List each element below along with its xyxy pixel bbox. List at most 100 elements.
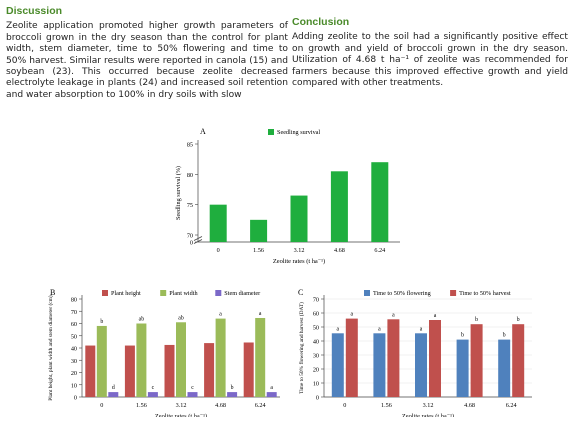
bar — [215, 318, 226, 397]
bar — [96, 325, 107, 397]
x-tick-label: 1.56 — [136, 402, 147, 409]
x-axis-label: Zeolite rates (t ha⁻¹) — [155, 413, 207, 417]
panel-label: C — [298, 288, 303, 297]
bar — [373, 333, 386, 397]
bar — [387, 319, 400, 397]
legend-swatch — [268, 129, 274, 135]
conclusion-heading: Conclusion — [292, 16, 350, 28]
data-label: ab — [178, 315, 184, 321]
data-label: b — [475, 317, 478, 323]
data-label: b — [517, 317, 520, 323]
panel-label: A — [200, 127, 206, 136]
y-tick-label: 20 — [71, 370, 77, 377]
data-label: b — [503, 333, 506, 339]
bar — [290, 195, 308, 242]
y-tick-label: 30 — [71, 358, 77, 365]
legend-label: Seedling survival — [277, 129, 320, 136]
x-tick-label: 4.68 — [334, 247, 345, 254]
bar — [345, 318, 358, 397]
x-axis-label: Zeolite rates (t ha⁻¹) — [402, 413, 454, 417]
bar — [250, 219, 268, 242]
y-tick-label: 10 — [71, 382, 77, 389]
chart-b-plant-growth: B010203040506070800bd1.56abc3.12abc4.68a… — [47, 288, 280, 417]
bar — [176, 322, 186, 397]
bar — [147, 392, 158, 397]
y-tick-label: 80 — [71, 297, 77, 304]
data-label: a — [270, 385, 273, 391]
conclusion-body: Adding zeolite to the soil had a signifi… — [292, 32, 568, 89]
y-tick-label: 40 — [71, 346, 77, 353]
x-tick-label: 1.56 — [253, 247, 264, 254]
conclusion-section: Conclusion Adding zeolite to the soil ha… — [292, 16, 568, 89]
bar — [429, 320, 441, 397]
legend-label: Time to 50% harvest — [459, 290, 511, 297]
x-tick-label: 0 — [343, 402, 346, 409]
y-axis-label: Seedling survival (%) — [175, 166, 182, 220]
bar — [108, 392, 119, 397]
bar — [187, 392, 198, 397]
x-axis-label: Zeolite rates (t ha⁻¹) — [273, 258, 325, 265]
data-label: d — [112, 385, 115, 391]
y-axis-label: Time to 50% flowering and harvest (DAT) — [298, 302, 305, 394]
bar — [266, 392, 277, 397]
legend-label: Plant height — [111, 290, 141, 297]
bar — [227, 392, 238, 397]
bar — [330, 171, 348, 242]
x-tick-label: 3.12 — [176, 402, 187, 409]
y-tick-label: 50 — [313, 325, 319, 332]
legend-swatch — [450, 290, 457, 296]
bar — [512, 324, 525, 397]
y-tick-label: 0 — [190, 240, 193, 247]
data-label: a — [259, 311, 262, 317]
bar — [456, 339, 469, 397]
data-label: b — [461, 333, 464, 339]
legend-swatch — [364, 290, 370, 296]
bar — [204, 343, 215, 397]
x-tick-label: 6.24 — [506, 402, 517, 409]
discussion-body: Zeolite application promoted higher grow… — [6, 21, 288, 100]
panel-label: B — [50, 288, 55, 297]
y-tick-label: 50 — [71, 333, 77, 340]
chart-c-flowering-harvest: C 0 10 20 30 40 50 60 70 0 a a 1.56 a a 3.12 a a 4.68 b b 6.2… — [298, 288, 532, 417]
y-axis-label: Plant height, plant width and stem diame… — [47, 295, 54, 401]
discussion-heading: Discussion — [6, 5, 63, 17]
bar — [85, 345, 96, 397]
bar — [415, 333, 427, 397]
bar — [470, 324, 483, 397]
y-tick-label: 10 — [313, 381, 319, 388]
legend-swatch — [160, 290, 167, 296]
legend-swatch — [102, 290, 108, 296]
data-label: b — [100, 319, 103, 325]
bar — [498, 339, 511, 397]
bar — [136, 323, 147, 397]
y-tick-label: 20 — [313, 367, 319, 374]
y-tick-label: 85 — [187, 142, 193, 149]
bar — [209, 204, 227, 242]
data-label: ab — [139, 317, 145, 323]
x-tick-label: 0 — [217, 247, 220, 254]
x-tick-label: 4.68 — [215, 402, 226, 409]
data-label: a — [337, 326, 340, 332]
bar — [164, 344, 175, 397]
y-tick-label: 70 — [71, 309, 77, 316]
x-tick-label: 6.24 — [255, 402, 266, 409]
data-label: a — [420, 326, 423, 332]
legend-label: Plant width — [169, 290, 198, 297]
y-tick-label: 40 — [313, 339, 319, 346]
bar — [243, 342, 254, 397]
bar — [371, 162, 389, 242]
discussion-section: Discussion Zeolite application promoted … — [6, 5, 288, 101]
y-tick-label: 30 — [313, 353, 319, 360]
y-tick-label: 75 — [187, 202, 193, 209]
data-label: a — [434, 313, 437, 319]
data-label: c — [191, 385, 194, 391]
y-tick-label: 0 — [316, 395, 319, 402]
legend-label: Stem diameter — [224, 290, 260, 297]
x-tick-label: 0 — [100, 402, 103, 409]
data-label: a — [219, 312, 222, 318]
y-tick-label: 80 — [187, 172, 193, 179]
legend-label: Time to 50% flowering — [373, 290, 431, 297]
data-label: a — [392, 312, 395, 318]
x-tick-label: 4.68 — [464, 402, 475, 409]
